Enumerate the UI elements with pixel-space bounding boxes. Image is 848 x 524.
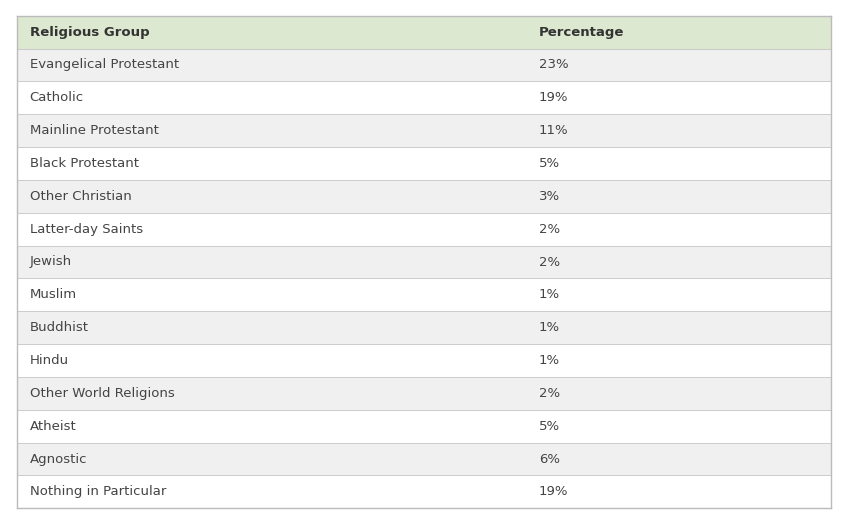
Bar xyxy=(17,475,831,508)
Text: 1%: 1% xyxy=(538,321,560,334)
Bar xyxy=(17,180,831,213)
Text: 6%: 6% xyxy=(538,453,560,465)
Text: Black Protestant: Black Protestant xyxy=(30,157,139,170)
Text: 19%: 19% xyxy=(538,91,568,104)
Text: 19%: 19% xyxy=(538,485,568,498)
Text: Agnostic: Agnostic xyxy=(30,453,87,465)
Text: Latter-day Saints: Latter-day Saints xyxy=(30,223,142,236)
Text: Muslim: Muslim xyxy=(30,288,77,301)
Text: Religious Group: Religious Group xyxy=(30,26,149,39)
Bar xyxy=(17,278,831,311)
Text: 1%: 1% xyxy=(538,288,560,301)
Text: Jewish: Jewish xyxy=(30,256,72,268)
Text: 3%: 3% xyxy=(538,190,560,203)
Bar xyxy=(17,410,831,443)
Text: Catholic: Catholic xyxy=(30,91,84,104)
Text: 1%: 1% xyxy=(538,354,560,367)
Text: 5%: 5% xyxy=(538,420,560,433)
Bar xyxy=(17,377,831,410)
Text: Atheist: Atheist xyxy=(30,420,76,433)
Text: Evangelical Protestant: Evangelical Protestant xyxy=(30,59,179,71)
Text: Other World Religions: Other World Religions xyxy=(30,387,175,400)
Bar xyxy=(17,81,831,114)
Text: Other Christian: Other Christian xyxy=(30,190,131,203)
Text: Hindu: Hindu xyxy=(30,354,69,367)
Text: Mainline Protestant: Mainline Protestant xyxy=(30,124,159,137)
Text: 2%: 2% xyxy=(538,223,560,236)
Text: 2%: 2% xyxy=(538,387,560,400)
Bar xyxy=(17,213,831,246)
Text: 11%: 11% xyxy=(538,124,568,137)
Text: 2%: 2% xyxy=(538,256,560,268)
Text: Buddhist: Buddhist xyxy=(30,321,89,334)
Bar xyxy=(17,16,831,49)
Bar xyxy=(17,344,831,377)
Bar xyxy=(17,114,831,147)
Text: 23%: 23% xyxy=(538,59,568,71)
Text: Percentage: Percentage xyxy=(538,26,624,39)
Bar xyxy=(17,147,831,180)
Bar xyxy=(17,311,831,344)
Bar xyxy=(17,49,831,81)
Text: Nothing in Particular: Nothing in Particular xyxy=(30,485,166,498)
Bar xyxy=(17,246,831,278)
Text: 5%: 5% xyxy=(538,157,560,170)
Bar xyxy=(17,443,831,475)
